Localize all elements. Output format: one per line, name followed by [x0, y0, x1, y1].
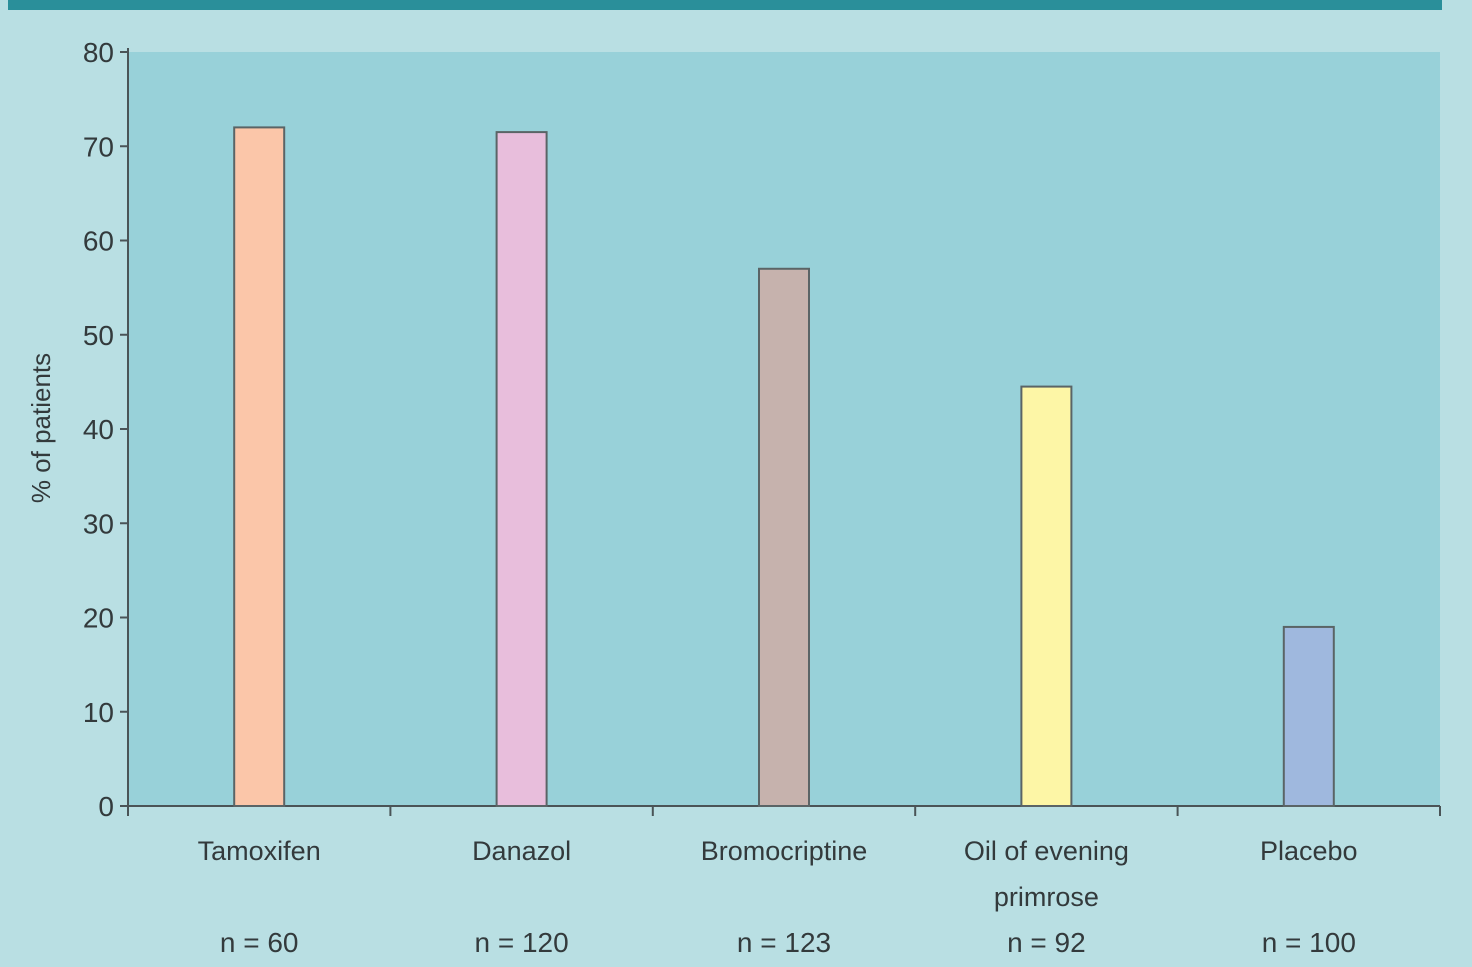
x-category-label: Bromocriptine [701, 836, 868, 866]
bar [233, 126, 286, 807]
bar [1020, 385, 1073, 807]
x-category-label: Danazol [472, 836, 571, 866]
y-tick-label: 0 [98, 791, 114, 822]
x-category-label: Tamoxifen [198, 836, 321, 866]
bars [233, 126, 1335, 808]
top-band [8, 0, 1442, 10]
y-tick-label: 10 [83, 697, 114, 728]
x-category-label: Placebo [1260, 836, 1358, 866]
sample-size-label: n = 92 [1007, 927, 1086, 958]
category-labels: Tamoxifen n = 60 Danazol n = 120 Bromocripti… [198, 836, 1358, 958]
y-tick-label: 40 [83, 414, 114, 445]
sample-size-label: n = 60 [220, 927, 299, 958]
sample-size-label: n = 100 [1262, 927, 1356, 958]
y-tick-label: 70 [83, 131, 114, 162]
x-category-label: Oil of evening [964, 836, 1129, 866]
y-tick-label: 20 [83, 603, 114, 634]
y-axis: 0 10 20 30 40 50 60 70 80 [83, 37, 129, 822]
y-tick-label: 50 [83, 320, 114, 351]
sample-size-label: n = 120 [474, 927, 568, 958]
y-axis-title: % of patients [26, 353, 56, 503]
y-tick-label: 80 [83, 37, 114, 68]
bar [758, 267, 810, 807]
y-tick-label: 30 [83, 508, 114, 539]
bar [1282, 625, 1335, 807]
y-tick-label: 60 [83, 226, 114, 257]
x-category-label: primrose [994, 882, 1099, 912]
bar [495, 131, 548, 808]
sample-size-label: n = 123 [737, 927, 831, 958]
